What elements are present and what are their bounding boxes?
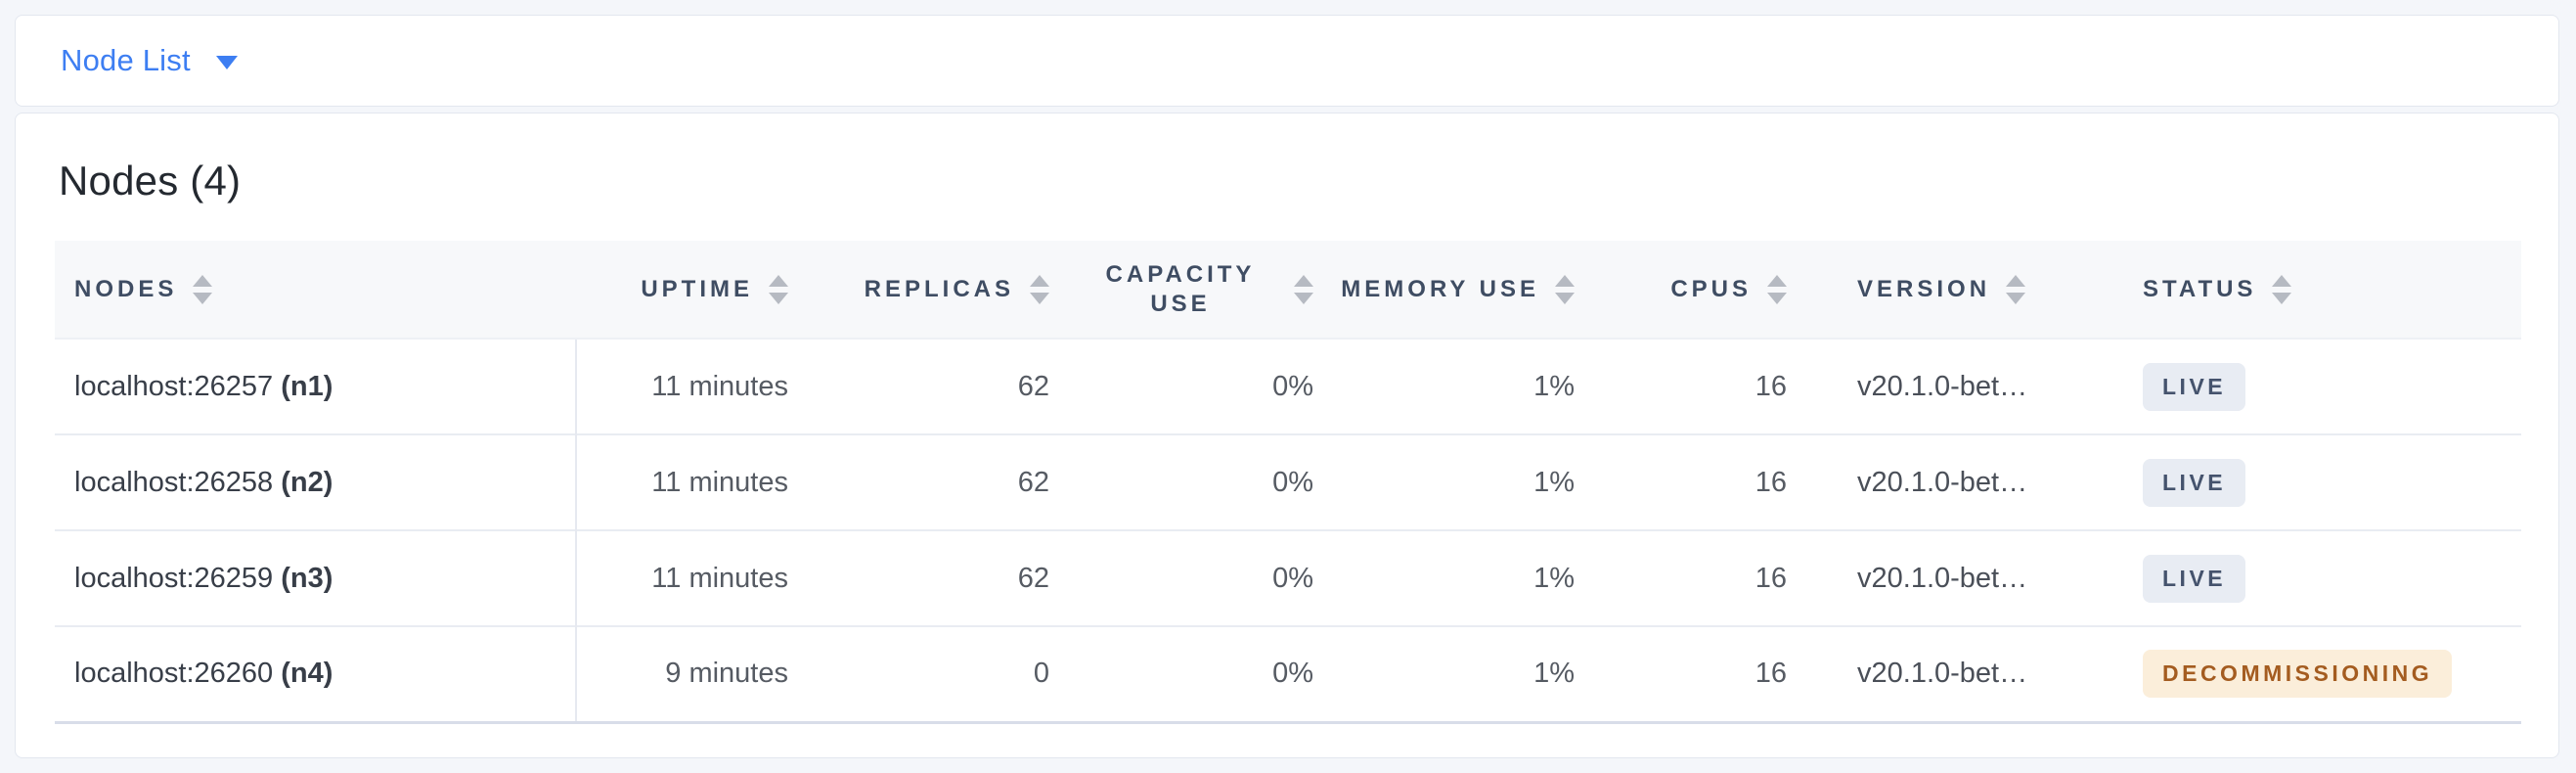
uptime-cell: 11 minutes <box>576 433 788 530</box>
status-cell: DECOMMISSIONING <box>2072 625 2521 722</box>
column-header-memory-use[interactable]: MEMORY USE <box>1313 241 1575 340</box>
node-address-cell[interactable]: localhost:26258 (n2) <box>55 433 577 530</box>
column-header-label: NODES <box>74 275 178 302</box>
column-header-label: MEMORY USE <box>1341 275 1539 302</box>
status-badge: DECOMMISSIONING <box>2143 650 2453 699</box>
status-badge: LIVE <box>2143 554 2246 603</box>
sort-icon[interactable] <box>2006 274 2026 304</box>
column-header-status[interactable]: STATUS <box>2072 241 2521 340</box>
capacity-use-cell: 0% <box>1049 433 1313 530</box>
table-row: localhost:26258 (n2) 11 minutes 62 0% 1%… <box>55 433 2521 530</box>
capacity-use-cell: 0% <box>1049 625 1313 722</box>
capacity-use-cell: 0% <box>1049 339 1313 434</box>
column-header-nodes[interactable]: NODES <box>55 241 576 340</box>
sort-icon[interactable] <box>2272 274 2292 304</box>
uptime-cell: 11 minutes <box>576 529 788 626</box>
memory-use-cell: 1% <box>1313 433 1575 530</box>
node-address: localhost:26259 <box>74 562 274 594</box>
node-id: (n4) <box>281 658 333 690</box>
nodes-card: Nodes (4) NODES UPTIME <box>15 113 2559 758</box>
sort-icon[interactable] <box>1294 274 1313 304</box>
column-header-label: VERSION <box>1857 275 1991 302</box>
node-id: (n3) <box>281 562 333 594</box>
cpus-cell: 16 <box>1575 625 1787 722</box>
node-address-cell[interactable]: localhost:26260 (n4) <box>55 625 577 722</box>
status-cell: LIVE <box>2072 529 2521 626</box>
capacity-use-cell: 0% <box>1049 529 1313 626</box>
node-address: localhost:26257 <box>74 370 274 402</box>
sort-icon[interactable] <box>193 274 213 304</box>
column-header-label: CAPACITY USE <box>1105 260 1256 317</box>
column-header-label: UPTIME <box>641 275 753 302</box>
node-id: (n2) <box>281 466 333 498</box>
sort-icon[interactable] <box>1555 274 1575 304</box>
replicas-cell: 62 <box>788 433 1049 530</box>
sort-icon[interactable] <box>1030 274 1049 304</box>
replicas-cell: 62 <box>788 529 1049 626</box>
column-header-label: CPUS <box>1670 275 1752 302</box>
memory-use-cell: 1% <box>1313 625 1575 722</box>
column-header-capacity-use[interactable]: CAPACITY USE <box>1049 241 1313 340</box>
sort-icon[interactable] <box>1767 274 1787 304</box>
memory-use-cell: 1% <box>1313 339 1575 434</box>
version-cell: v20.1.0-bet… <box>1787 625 2072 722</box>
version-cell: v20.1.0-bet… <box>1787 339 2072 434</box>
replicas-cell: 62 <box>788 339 1049 434</box>
node-list-dropdown-label: Node List <box>61 43 191 77</box>
nodes-table: NODES UPTIME REPLICAS <box>55 241 2521 724</box>
node-list-dropdown[interactable]: Node List <box>61 43 238 78</box>
memory-use-cell: 1% <box>1313 529 1575 626</box>
cpus-cell: 16 <box>1575 433 1787 530</box>
table-row: localhost:26257 (n1) 11 minutes 62 0% 1%… <box>55 339 2521 434</box>
column-header-cpus[interactable]: CPUS <box>1575 241 1787 340</box>
column-header-label: REPLICAS <box>864 275 1014 302</box>
table-row: localhost:26260 (n4) 9 minutes 0 0% 1% 1… <box>55 625 2521 722</box>
status-cell: LIVE <box>2072 339 2521 434</box>
column-header-version[interactable]: VERSION <box>1787 241 2072 340</box>
version-cell: v20.1.0-bet… <box>1787 433 2072 530</box>
uptime-cell: 11 minutes <box>576 339 788 434</box>
view-selector-bar: Node List <box>15 15 2559 107</box>
node-id: (n1) <box>281 370 333 402</box>
status-cell: LIVE <box>2072 433 2521 530</box>
replicas-cell: 0 <box>788 625 1049 722</box>
column-header-uptime[interactable]: UPTIME <box>576 241 788 340</box>
node-address-cell[interactable]: localhost:26259 (n3) <box>55 529 577 626</box>
cpus-cell: 16 <box>1575 339 1787 434</box>
page-title: Nodes (4) <box>59 158 242 204</box>
node-address: localhost:26258 <box>74 466 274 498</box>
cpus-cell: 16 <box>1575 529 1787 626</box>
node-address: localhost:26260 <box>74 658 274 690</box>
chevron-down-icon <box>215 56 238 69</box>
version-cell: v20.1.0-bet… <box>1787 529 2072 626</box>
table-row: localhost:26259 (n3) 11 minutes 62 0% 1%… <box>55 529 2521 626</box>
node-address-cell[interactable]: localhost:26257 (n1) <box>55 339 577 434</box>
column-header-replicas[interactable]: REPLICAS <box>788 241 1049 340</box>
sort-icon[interactable] <box>769 274 788 304</box>
status-badge: LIVE <box>2143 362 2246 411</box>
uptime-cell: 9 minutes <box>576 625 788 722</box>
column-header-label: STATUS <box>2143 275 2257 302</box>
table-header-row: NODES UPTIME REPLICAS <box>55 241 2521 340</box>
status-badge: LIVE <box>2143 458 2246 507</box>
